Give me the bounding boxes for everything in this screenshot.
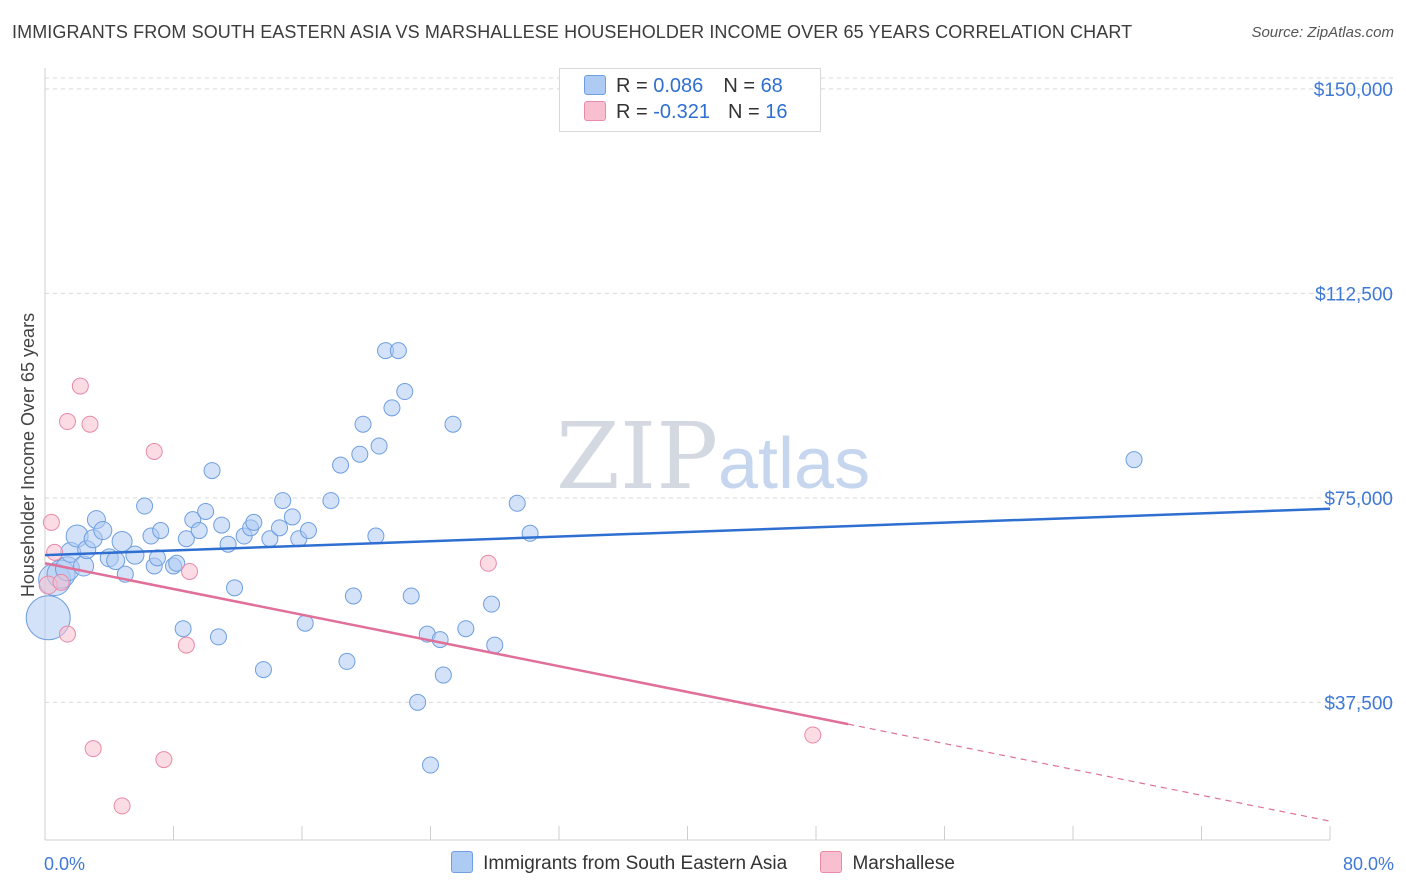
x-tick-label: 80.0% bbox=[1343, 854, 1394, 874]
point-marshallese bbox=[42, 513, 60, 531]
watermark-zip: ZIP bbox=[556, 403, 718, 510]
legend-swatch-asia bbox=[584, 75, 606, 95]
point-marshallese bbox=[71, 377, 89, 395]
r-value: -0.321 bbox=[653, 101, 710, 123]
point-asia bbox=[274, 492, 292, 510]
point-asia bbox=[354, 415, 372, 433]
point-asia bbox=[338, 652, 356, 670]
point-asia bbox=[254, 661, 272, 679]
point-marshallese bbox=[113, 797, 131, 815]
legend-swatch-marshallese bbox=[820, 851, 843, 873]
series-legend: Immigrants from South Eastern Asia Marsh… bbox=[0, 851, 1406, 875]
point-asia bbox=[396, 383, 414, 401]
point-marshallese bbox=[177, 636, 195, 654]
n-value: 68 bbox=[760, 75, 783, 97]
point-asia bbox=[409, 693, 427, 711]
n-label: N = bbox=[723, 75, 761, 97]
point-asia bbox=[351, 445, 369, 463]
point-asia bbox=[197, 502, 215, 520]
point-asia bbox=[322, 492, 340, 510]
legend-item-marshallese[interactable]: Marshallese bbox=[820, 851, 955, 875]
point-asia bbox=[213, 516, 231, 534]
x-tick-label: 0.0% bbox=[44, 854, 85, 874]
point-asia bbox=[226, 579, 244, 597]
watermark: ZIP atlas bbox=[556, 403, 870, 510]
y-axis-label: Householder Income Over 65 years bbox=[18, 313, 38, 597]
chart-title: IMMIGRANTS FROM SOUTH EASTERN ASIA VS MA… bbox=[12, 22, 1133, 42]
point-asia bbox=[508, 494, 526, 512]
data-points bbox=[25, 342, 1143, 815]
trend-line-marshallese bbox=[44, 562, 849, 726]
point-asia bbox=[383, 399, 401, 417]
legend-item-asia[interactable]: Immigrants from South Eastern Asia bbox=[451, 851, 787, 875]
point-marshallese bbox=[46, 543, 64, 561]
point-asia bbox=[136, 497, 154, 515]
y-tick-label: $112,500 bbox=[1315, 284, 1393, 305]
trend-lines bbox=[44, 507, 1331, 822]
point-asia bbox=[344, 587, 362, 605]
grid bbox=[45, 77, 1395, 703]
r-label: R = bbox=[616, 101, 654, 123]
point-marshallese bbox=[58, 625, 76, 643]
stats-legend: R = 0.086 N = 68 R = -0.321 N = 16 bbox=[559, 68, 821, 132]
stats-row-marshallese: R = -0.321 N = 16 bbox=[584, 101, 787, 127]
point-asia bbox=[483, 595, 501, 613]
point-asia bbox=[203, 462, 221, 480]
source-label: Source: ZipAtlas.com bbox=[1251, 24, 1394, 41]
point-asia bbox=[245, 513, 263, 531]
point-asia bbox=[444, 415, 462, 433]
axes bbox=[44, 68, 1331, 841]
y-tick-label: $37,500 bbox=[1324, 693, 1393, 714]
point-marshallese bbox=[181, 562, 199, 580]
point-asia bbox=[25, 595, 71, 641]
legend-swatch-asia bbox=[451, 851, 474, 873]
point-asia bbox=[431, 631, 449, 649]
point-asia bbox=[93, 521, 113, 541]
stats-row-asia: R = 0.086 N = 68 bbox=[584, 75, 783, 101]
point-asia bbox=[370, 437, 388, 455]
point-asia bbox=[190, 522, 208, 540]
point-asia bbox=[332, 456, 350, 474]
point-asia bbox=[168, 554, 186, 572]
r-label: R = bbox=[616, 75, 654, 97]
point-asia bbox=[209, 628, 227, 646]
tick-labels: $150,000 $112,500 $75,000 $37,500 0.0% 80.0% H… bbox=[18, 80, 1394, 874]
point-marshallese bbox=[84, 740, 102, 758]
point-marshallese bbox=[145, 443, 163, 460]
point-asia bbox=[152, 522, 170, 540]
point-marshallese bbox=[52, 573, 70, 591]
point-asia bbox=[174, 620, 192, 638]
point-asia bbox=[283, 508, 301, 526]
point-asia bbox=[125, 545, 145, 565]
point-marshallese bbox=[81, 415, 99, 433]
legend-swatch-marshallese bbox=[584, 101, 606, 121]
y-tick-label: $75,000 bbox=[1324, 489, 1393, 510]
point-asia bbox=[389, 342, 407, 360]
point-asia bbox=[434, 666, 452, 684]
r-value: 0.086 bbox=[653, 75, 704, 97]
point-marshallese bbox=[804, 726, 822, 744]
y-tick-label: $150,000 bbox=[1314, 80, 1393, 101]
point-marshallese bbox=[479, 554, 497, 572]
trend-line-asia bbox=[44, 507, 1331, 557]
point-asia bbox=[1125, 451, 1143, 469]
point-asia bbox=[402, 587, 420, 605]
point-asia bbox=[299, 522, 317, 540]
n-value: 16 bbox=[765, 101, 788, 123]
point-asia bbox=[271, 519, 289, 537]
legend-label-marshallese: Marshallese bbox=[852, 853, 955, 874]
point-asia bbox=[486, 636, 504, 654]
point-asia bbox=[367, 527, 385, 545]
legend-label-asia: Immigrants from South Eastern Asia bbox=[483, 853, 788, 874]
trend-line-marshallese-extension bbox=[848, 723, 1331, 822]
n-label: N = bbox=[727, 101, 766, 123]
point-asia bbox=[177, 530, 195, 548]
point-asia bbox=[457, 620, 475, 638]
point-asia bbox=[422, 756, 439, 774]
point-marshallese bbox=[155, 751, 173, 769]
watermark-atlas: atlas bbox=[718, 424, 870, 504]
point-marshallese bbox=[58, 413, 76, 431]
